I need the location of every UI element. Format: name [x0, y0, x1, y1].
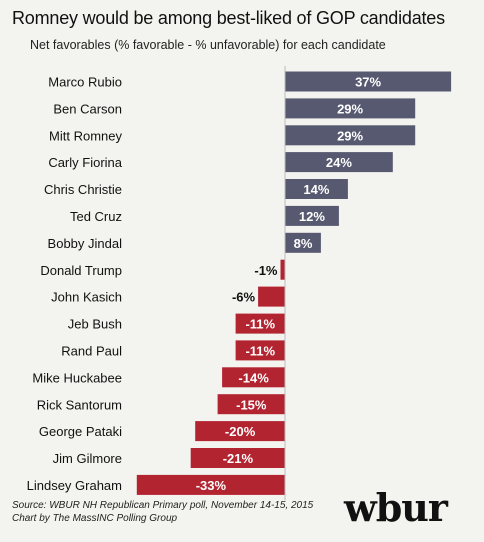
bar [285, 125, 416, 146]
category-label: Jeb Bush [68, 317, 122, 332]
chart-title: Romney would be among best-liked of GOP … [12, 8, 445, 28]
value-label: -33% [196, 478, 227, 493]
source-note: Source: WBUR NH Republican Primary poll,… [12, 499, 313, 525]
bar [136, 474, 285, 495]
category-label: Bobby Jindal [48, 236, 123, 251]
value-label: -11% [245, 317, 275, 332]
category-label: Marco Rubio [48, 74, 122, 89]
value-label: 24% [326, 155, 352, 170]
value-label: -11% [245, 343, 275, 358]
bar [285, 179, 348, 199]
bar [190, 448, 285, 468]
value-label: -6% [232, 290, 256, 305]
bar [235, 340, 285, 361]
value-label: -14% [238, 370, 269, 385]
category-label: Rand Paul [61, 343, 122, 358]
category-label: Ben Carson [53, 101, 122, 116]
value-label: 37% [355, 74, 381, 89]
bar [258, 286, 285, 307]
value-label: 8% [294, 236, 313, 251]
category-label: Carly Fiorina [48, 155, 122, 170]
bar [285, 205, 339, 226]
chart-subtitle: Net favorables (% favorable - % unfavora… [30, 38, 386, 52]
value-label: -15% [236, 397, 267, 412]
category-label: Ted Cruz [70, 209, 122, 224]
value-label: 14% [303, 182, 329, 197]
bar [285, 232, 321, 253]
value-label: 12% [299, 209, 325, 224]
category-label: Rick Santorum [37, 397, 122, 412]
bar [222, 367, 285, 388]
category-label: Mitt Romney [49, 128, 122, 143]
bar [285, 152, 393, 173]
category-label: Donald Trump [40, 263, 122, 278]
value-label: -21% [223, 451, 254, 466]
category-label: John Kasich [51, 290, 122, 305]
bar [235, 313, 285, 334]
category-label: Lindsey Graham [27, 478, 122, 493]
bar [217, 394, 285, 415]
credit-line: Chart by The MassINC Polling Group [12, 513, 178, 524]
wbur-logo: wbur [344, 485, 448, 530]
source-line: Source: WBUR NH Republican Primary poll,… [12, 500, 314, 511]
value-label: -20% [225, 424, 256, 439]
bar [195, 421, 285, 442]
bar [285, 98, 416, 119]
bar [285, 71, 452, 92]
bar [280, 259, 285, 280]
category-label: Jim Gilmore [53, 451, 122, 466]
category-label: Mike Huckabee [32, 370, 122, 385]
value-label: 29% [337, 128, 363, 143]
category-label: Chris Christie [44, 182, 122, 197]
value-label: -1% [254, 263, 278, 278]
category-label: George Pataki [39, 424, 122, 439]
value-label: 29% [337, 101, 363, 116]
